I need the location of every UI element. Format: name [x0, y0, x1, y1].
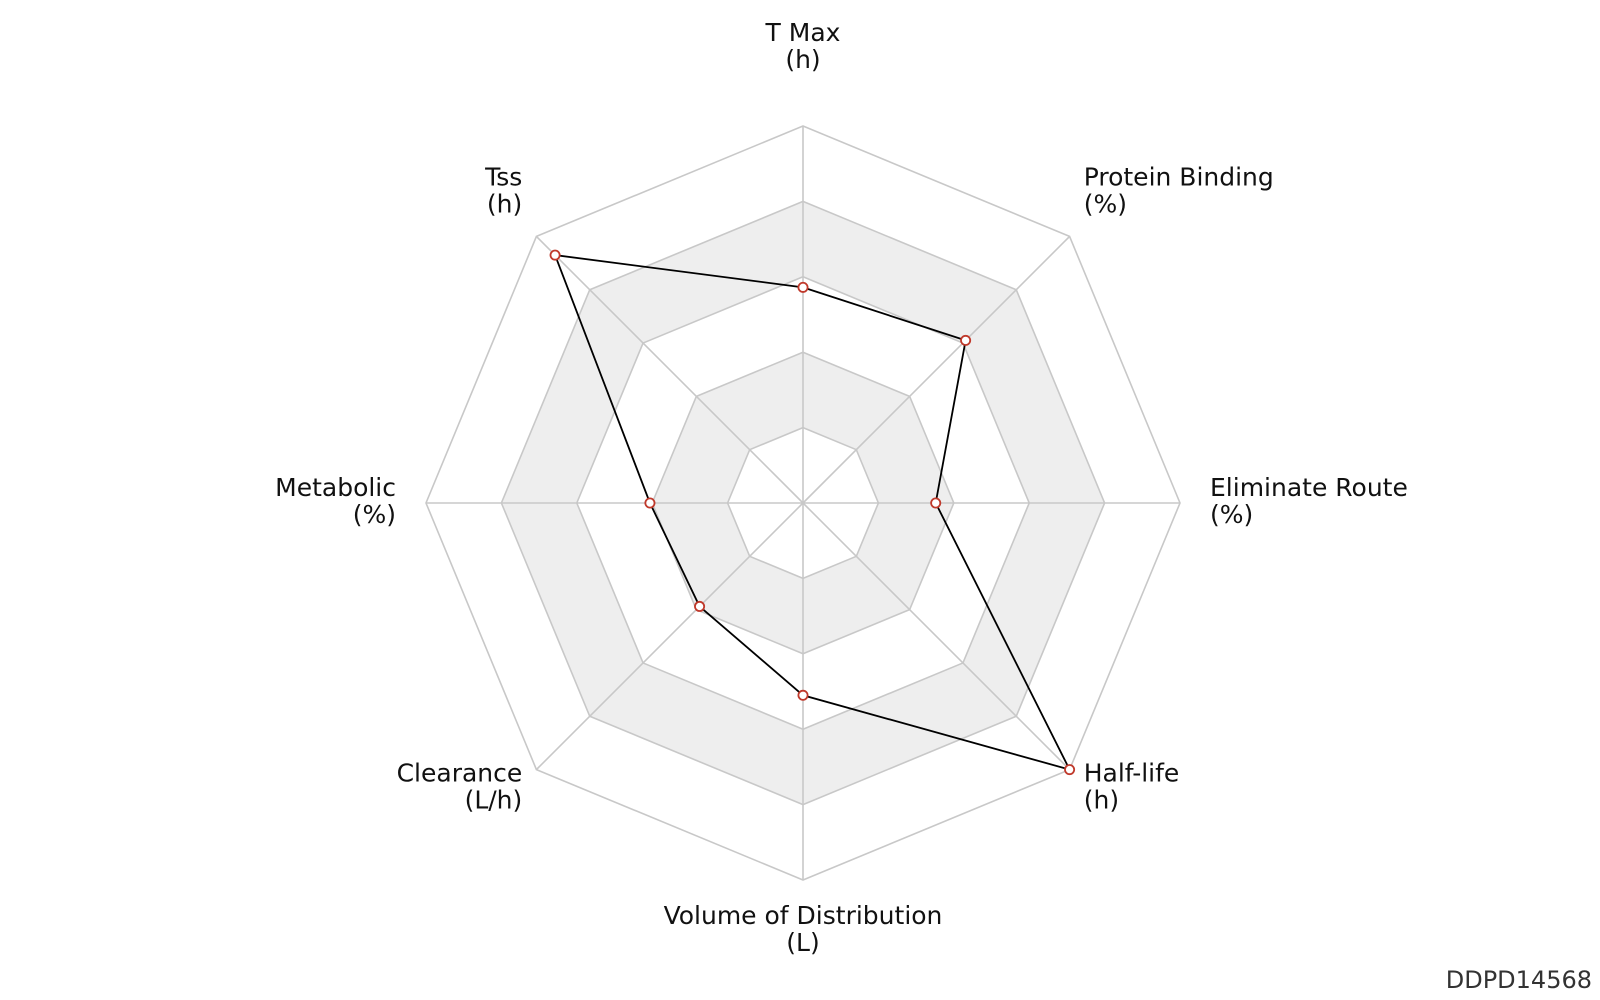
radar-spoke-7: [535, 235, 804, 504]
axis-label-unit-7: (h): [487, 189, 522, 218]
radar-spokes: [426, 126, 1180, 880]
axis-label-name-6: Metabolic: [275, 473, 396, 502]
axis-label-unit-5: (L/h): [465, 786, 523, 815]
axis-label-name-5: Clearance: [397, 759, 523, 788]
data-point-4: [797, 689, 809, 701]
axis-label-unit-6: (%): [353, 500, 396, 529]
axis-label-unit-2: (%): [1210, 500, 1253, 529]
axis-label-name-1: Protein Binding: [1084, 162, 1274, 191]
chart-id-label: DDPD14568: [1445, 966, 1592, 994]
axis-label-name-3: Half-life: [1084, 759, 1180, 788]
axis-label-unit-1: (%): [1084, 189, 1127, 218]
axis-label-name-4: Volume of Distribution: [664, 901, 943, 930]
data-markers: [549, 249, 1076, 776]
data-point-7: [549, 249, 561, 261]
axis-label-unit-0: (h): [785, 45, 820, 74]
axis-label-unit-4: (L): [786, 928, 819, 957]
data-point-0: [797, 281, 809, 293]
radar-spoke-5: [535, 502, 804, 771]
data-point-5: [694, 600, 706, 612]
data-point-1: [960, 334, 972, 346]
data-point-6: [644, 497, 656, 509]
radar-spoke-3: [802, 502, 1071, 771]
axis-label-name-0: T Max: [765, 18, 841, 47]
axis-labels: T Max(h)Protein Binding(%)Eliminate Rout…: [275, 18, 1408, 957]
data-point-3: [1064, 764, 1076, 776]
axis-label-name-2: Eliminate Route: [1210, 473, 1408, 502]
radar-spoke-1: [802, 235, 1071, 504]
axis-label-unit-3: (h): [1084, 786, 1119, 815]
axis-label-name-7: Tss: [484, 162, 522, 191]
data-point-2: [930, 497, 942, 509]
